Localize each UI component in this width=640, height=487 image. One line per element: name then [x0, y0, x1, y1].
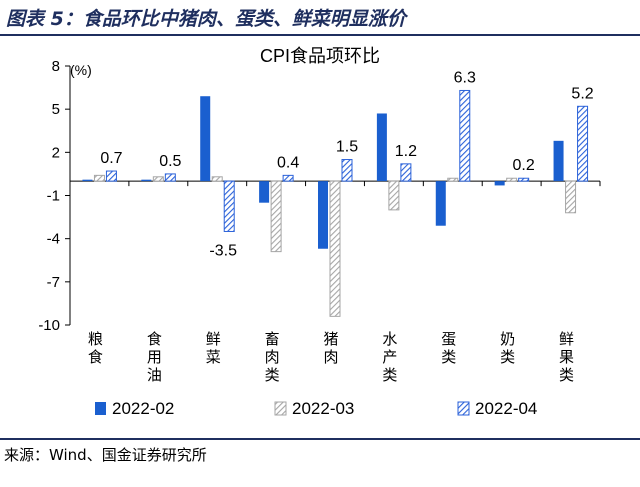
data-label: 6.3 [454, 69, 476, 86]
y-tick-label: 5 [52, 101, 60, 118]
legend-swatch [457, 401, 470, 416]
y-tick-label: 2 [52, 144, 60, 161]
x-tick-label: 鲜果类 [559, 330, 574, 384]
bar-2022-03 [329, 180, 341, 317]
x-tick-label: 食用油 [147, 330, 162, 384]
bar-2022-03 [270, 180, 282, 253]
legend-swatch [95, 402, 106, 415]
unit-label: (%) [70, 62, 92, 78]
bar-2022-02 [259, 181, 270, 203]
bar-2022-04 [341, 159, 353, 182]
x-tick-label: 鲜菜 [206, 330, 221, 366]
bar-2022-02 [376, 113, 387, 182]
bar-2022-04 [282, 174, 294, 182]
bar-2022-04 [105, 170, 117, 182]
x-tick-label: 粮食 [88, 330, 103, 366]
bar-2022-03 [152, 176, 164, 182]
source-rule [0, 438, 640, 440]
bar-2022-03 [506, 177, 518, 182]
y-tick-label: -1 [47, 188, 60, 205]
bar-2022-04 [223, 180, 235, 232]
y-tick-label: 8 [52, 58, 60, 75]
x-tick-label: 奶类 [500, 330, 515, 366]
bar-2022-04 [164, 173, 176, 182]
bar-2022-03 [211, 176, 223, 182]
data-label: 5.2 [571, 85, 593, 102]
data-label: 1.2 [395, 143, 417, 160]
title-rule [0, 34, 640, 36]
bar-2022-03 [447, 177, 459, 182]
legend-swatch [274, 401, 287, 416]
x-tick-label: 畜肉类 [265, 330, 280, 384]
bar-2022-02 [200, 96, 211, 182]
data-label: 0.5 [159, 153, 181, 170]
bar-2022-02 [435, 181, 446, 226]
data-label: 0.7 [100, 150, 122, 167]
bar-2022-02 [318, 181, 328, 249]
y-tick-label: -4 [47, 231, 60, 248]
y-tick-label: -10 [38, 317, 60, 334]
bar-2022-03 [565, 180, 577, 214]
x-tick-label: 蛋类 [441, 330, 456, 366]
data-label: 0.2 [513, 157, 535, 174]
bar-2022-04 [518, 177, 530, 182]
x-tick-label: 猪肉 [323, 330, 338, 366]
bar-2022-02 [553, 140, 564, 182]
data-label: 1.5 [336, 139, 358, 156]
bar-2022-03 [93, 174, 105, 182]
x-tick-label: 水产类 [382, 330, 397, 384]
bar-2022-02 [141, 179, 152, 182]
bar-2022-03 [388, 180, 400, 211]
legend-label: 2022-03 [292, 399, 354, 418]
legend-label: 2022-04 [475, 399, 537, 418]
legend-label: 2022-02 [112, 399, 174, 418]
bar-2022-02 [82, 179, 93, 182]
bar-2022-04 [400, 163, 412, 182]
chart-title: CPI食品项环比 [260, 46, 380, 66]
source-note: 来源：Wind、国金证券研究所 [4, 446, 207, 464]
bar-2022-04 [459, 89, 471, 182]
data-label: 0.4 [277, 154, 299, 171]
data-label: -3.5 [209, 242, 237, 259]
bar-2022-02 [494, 181, 505, 186]
y-tick-label: -7 [47, 274, 60, 291]
bar-2022-04 [577, 105, 589, 182]
figure-title: 图表 5：食品环比中猪肉、蛋类、鲜菜明显涨价 [6, 8, 406, 30]
